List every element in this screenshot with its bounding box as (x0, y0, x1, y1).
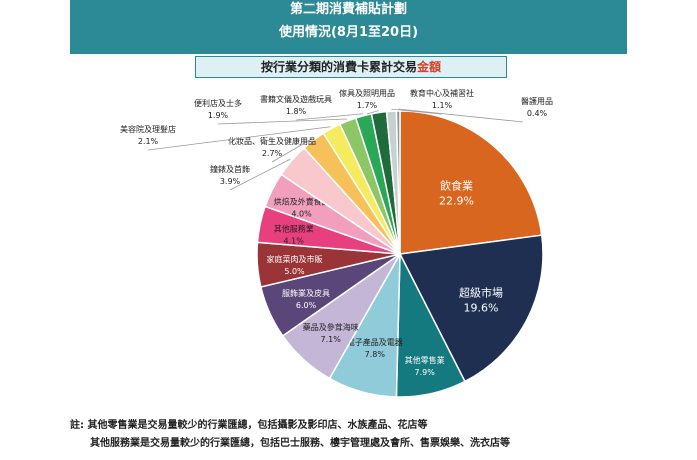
slice-label: 飲食業 (440, 178, 473, 192)
page-subtitle: 使用情況(8月1至20日) (278, 25, 419, 40)
slice-value-label: 4.0% (291, 210, 312, 219)
slice-label: 教育中心及補習社 (410, 88, 474, 98)
slice-value-label: 22.9% (439, 194, 474, 207)
slice-value-label: 1.9% (208, 111, 229, 120)
leader-line (391, 108, 443, 115)
slice-value-label: 0.4% (527, 109, 548, 118)
slice-label: 傢具及照明用品 (339, 88, 395, 98)
leader-line (295, 113, 364, 121)
slice-label: 服飾業及皮具 (282, 288, 330, 298)
slice-label: 醫護用品 (521, 96, 553, 106)
slice-label: 其他服務業 (274, 223, 314, 233)
pie-slice (395, 110, 401, 255)
slice-value-label: 7.1% (321, 335, 342, 344)
slice-value-label: 6.0% (296, 301, 317, 310)
slice-value-label: 3.9% (220, 177, 241, 186)
header-banner: 第二期消費補貼計劃 使用情況(8月1至20日) (70, 0, 627, 54)
slice-value-label: 19.6% (464, 302, 499, 315)
slice-label: 便利店及士多 (194, 98, 242, 108)
leader-line (271, 138, 313, 163)
slice-value-label: 4.1% (284, 236, 305, 245)
slice-label: 超級市場 (459, 286, 503, 300)
slice-value-label: 2.7% (262, 149, 283, 158)
leader-line (229, 158, 291, 191)
slice-value-label: 7.9% (415, 368, 436, 377)
pie-slice (398, 234, 544, 383)
slice-value-label: 1.8% (286, 107, 307, 116)
slice-label: 鐘錶及首飾 (210, 164, 250, 174)
slice-label: 化妝品、衛生及健康用品 (228, 136, 316, 146)
pie-slice (399, 110, 543, 255)
slice-value-label: 1.7% (357, 101, 378, 110)
slice-label: 電子產品及電器 (347, 337, 403, 347)
leader-line (398, 108, 524, 123)
slice-label: 烘焙及外賣食品 (274, 197, 330, 207)
slice-value-label: 2.1% (138, 137, 159, 146)
slice-label: 家庭菜肉及市販 (266, 254, 322, 264)
leader-line (366, 110, 379, 115)
pie-chart: 飲食業 22.9% 超級市場 19.6% 其他零售業 7.9% 電子產品及電器 7.8% 藥品及… (120, 88, 553, 398)
page-title: 第二期消費補貼計劃 (289, 2, 407, 17)
chart-title-highlight: 金額 (417, 60, 442, 74)
leader-line (147, 126, 331, 151)
slice-label: 美容院及理髮店 (120, 124, 176, 134)
chart-title-text: 按行業分類的消費卡累計交易 (260, 60, 417, 74)
slice-label: 其他零售業 (405, 355, 445, 365)
slice-value-label: 5.0% (284, 267, 305, 276)
slice-value-label: 7.8% (365, 350, 386, 359)
slice-label: 書籍文儀及遊戲玩具 (260, 94, 332, 104)
chart-title: 按行業分類的消費卡累計交易金額 (195, 56, 507, 78)
leader-line (217, 118, 348, 125)
footnote-other-retail: 註: 其他零售業是交易量較少的行業匯總，包括攝影及影印店、水族產品、花店等 (70, 420, 428, 431)
slice-value-label: 1.1% (432, 101, 453, 110)
slice-label: 藥品及參茸海味 (303, 322, 359, 332)
footnote-other-services: 其他服務業是交易量較少的行業匯總，包括巴士服務、樓宇管理處及會所、售票娛樂、洗衣… (90, 438, 510, 449)
